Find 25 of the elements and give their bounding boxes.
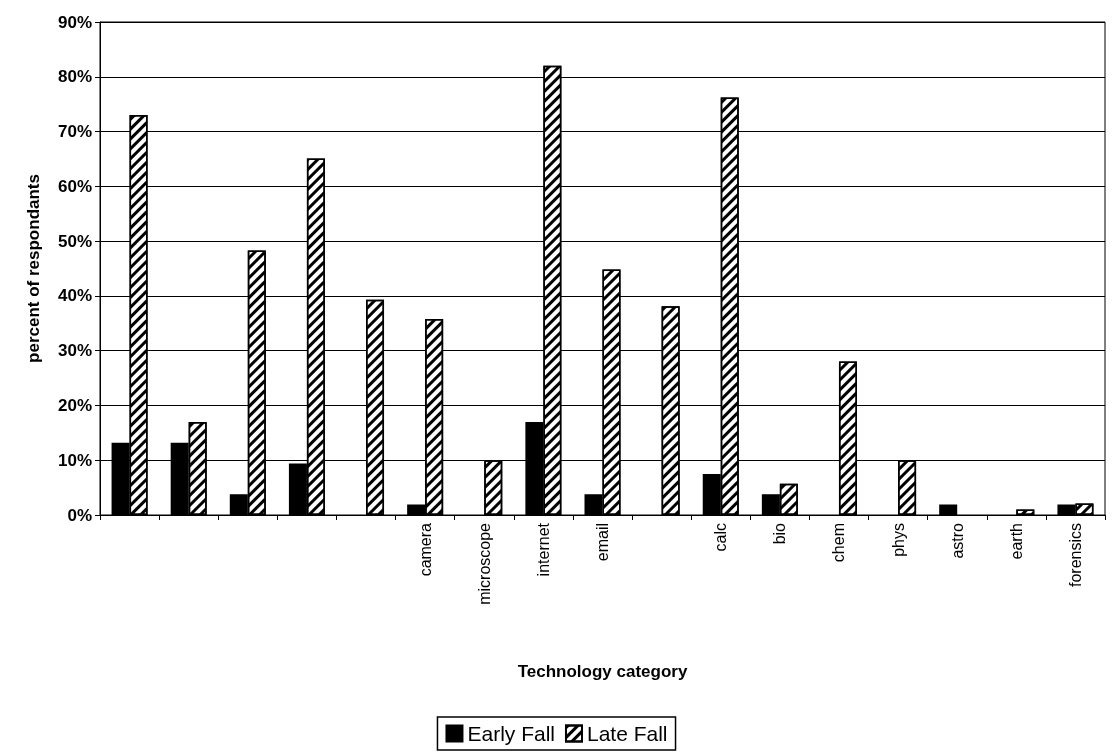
x-tick-label: astro [948, 522, 966, 559]
x-tick-label: camera [416, 522, 434, 577]
y-tick-label: 20% [57, 395, 92, 415]
y-tick-label: 10% [57, 450, 92, 470]
y-tick-label: 60% [57, 176, 92, 196]
x-axis-title: Technology category [517, 662, 688, 681]
legend-label: Late Fall [586, 722, 668, 745]
y-tick-label: 40% [57, 286, 92, 306]
y-tick-label: 80% [57, 67, 92, 87]
x-tick-label: email [594, 523, 611, 562]
y-tick-label: 50% [57, 231, 92, 251]
x-tick-label: chem [830, 523, 848, 563]
y-tick-label: 90% [57, 12, 92, 32]
x-tick-label: earth [1007, 523, 1025, 560]
y-tick-label: 30% [57, 341, 92, 361]
x-tick-label: microscope [475, 522, 493, 605]
legend-label: Early Fall [467, 722, 555, 745]
y-tick-label: 70% [57, 122, 92, 142]
x-tick-label: internet [534, 522, 552, 577]
y-tick-label: 0% [67, 505, 92, 525]
x-tick-label: calc [712, 523, 730, 552]
x-tick-label: forensics [1066, 523, 1084, 588]
x-tick-label: bio [771, 522, 789, 545]
y-axis-title: percent of respondants [24, 174, 43, 363]
x-tick-label: phys [889, 523, 907, 557]
